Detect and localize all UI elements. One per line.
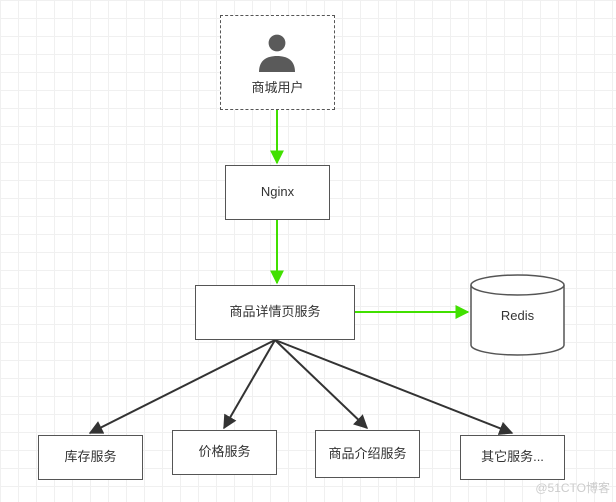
node-user: 商城用户 — [220, 15, 335, 110]
user-icon — [253, 28, 301, 76]
node-price-label: 价格服务 — [198, 444, 250, 461]
node-intro: 商品介绍服务 — [315, 430, 420, 478]
node-intro-label: 商品介绍服务 — [328, 446, 406, 463]
node-stock-label: 库存服务 — [64, 449, 116, 466]
node-other-label: 其它服务... — [481, 449, 544, 466]
node-stock: 库存服务 — [38, 435, 143, 480]
node-nginx-label: Nginx — [261, 184, 294, 201]
node-other: 其它服务... — [460, 435, 565, 480]
node-price: 价格服务 — [172, 430, 277, 475]
node-nginx: Nginx — [225, 165, 330, 220]
watermark: @51CTO博客 — [535, 479, 610, 496]
node-detail-label: 商品详情页服务 — [229, 304, 320, 321]
node-redis-label: Redis — [470, 308, 565, 325]
node-user-label: 商城用户 — [251, 80, 303, 97]
node-redis: Redis — [470, 275, 565, 355]
node-detail: 商品详情页服务 — [195, 285, 355, 340]
